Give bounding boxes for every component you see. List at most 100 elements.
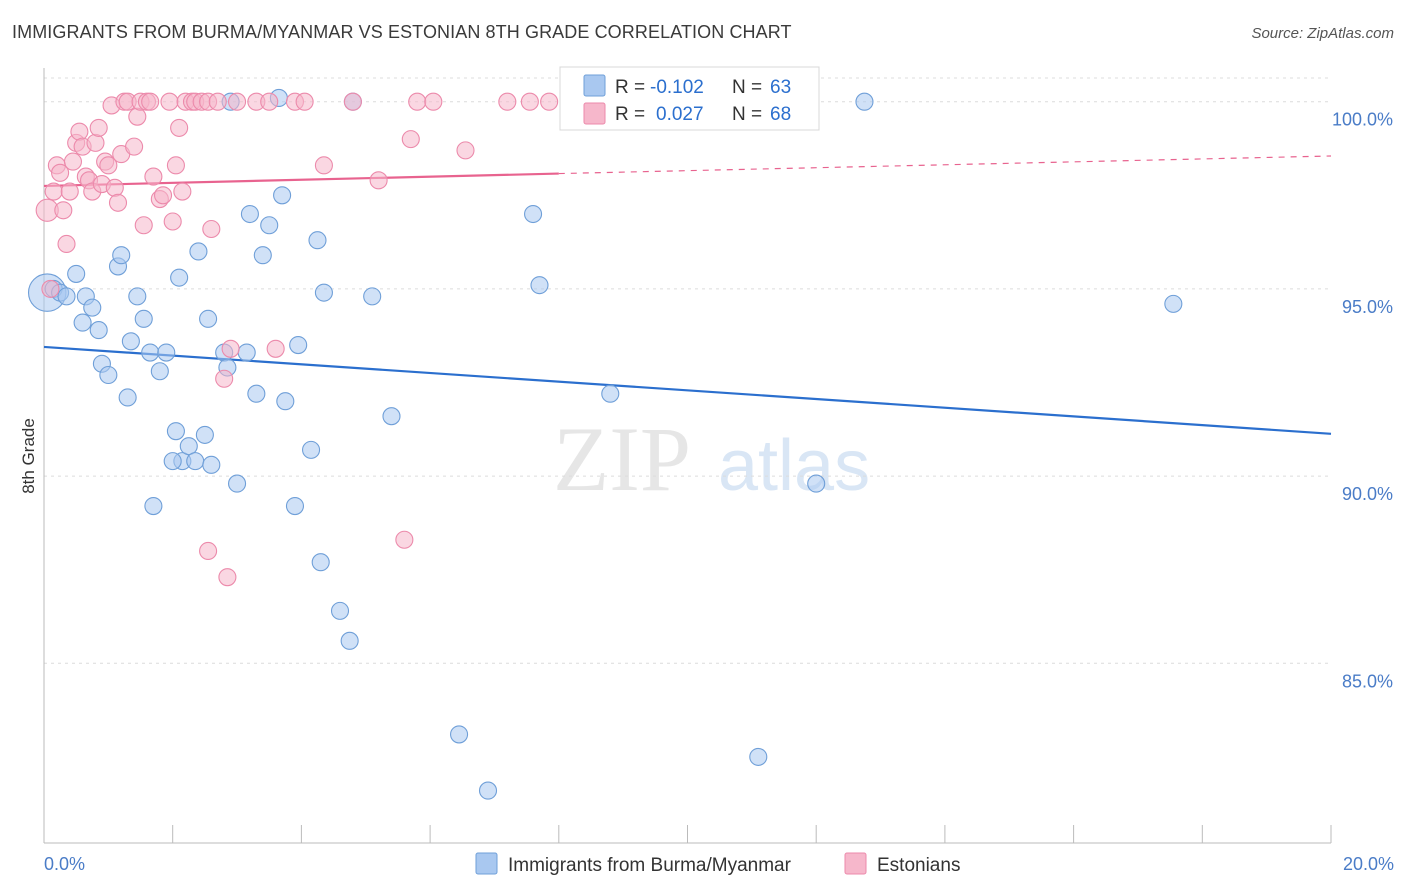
y-tick-label-0: 85.0% — [1342, 671, 1393, 691]
point-blue-3 — [57, 287, 76, 306]
point-pink-67 — [218, 568, 237, 587]
point-pink-66 — [199, 541, 218, 561]
point-pink-16 — [89, 118, 108, 137]
legend-r-value-blue: -0.102 — [650, 77, 704, 98]
point-blue-25 — [189, 242, 208, 261]
point-pink-5 — [54, 201, 73, 220]
point-blue-56 — [749, 747, 768, 766]
point-pink-32 — [144, 167, 163, 186]
trend-line-pink-extension — [558, 155, 1332, 175]
point-blue-58 — [855, 92, 874, 111]
point-pink-10 — [70, 122, 89, 141]
legend-r-label-blue: R = — [615, 77, 645, 98]
point-blue-45 — [314, 283, 333, 302]
point-blue-19 — [157, 343, 176, 362]
watermark-zip: ZIP — [553, 408, 691, 510]
point-blue-44 — [311, 553, 330, 572]
grid-lines — [44, 77, 1331, 664]
point-pink-49 — [228, 92, 247, 111]
point-pink-34 — [153, 186, 173, 205]
y-tick-label-1: 90.0% — [1342, 484, 1393, 504]
legend-swatch-pink — [583, 102, 606, 125]
point-pink-62 — [456, 141, 475, 160]
point-blue-49 — [363, 287, 382, 306]
point-pink-51 — [260, 92, 279, 111]
legend-r-value-pink: 0.027 — [656, 104, 704, 125]
point-pink-59 — [401, 130, 420, 149]
point-blue-62 — [163, 452, 182, 471]
point-pink-64 — [520, 92, 539, 111]
point-blue-17 — [141, 343, 160, 362]
point-blue-34 — [240, 204, 259, 224]
point-pink-19 — [99, 156, 118, 175]
axes — [43, 68, 1332, 844]
point-pink-63 — [498, 92, 517, 111]
point-blue-53 — [524, 204, 543, 224]
trend-line-pink — [43, 172, 559, 188]
point-blue-41 — [289, 336, 308, 355]
point-pink-54 — [295, 92, 314, 111]
point-blue-7 — [73, 313, 92, 332]
x-tick-min: 0.0% — [44, 854, 85, 874]
point-pink-15 — [86, 133, 105, 152]
legend-n-value-pink: 68 — [770, 104, 791, 125]
point-pink-55 — [314, 156, 333, 175]
point-pink-60 — [408, 92, 427, 111]
point-blue-21 — [170, 268, 189, 287]
point-blue-38 — [273, 186, 292, 205]
point-pink-26 — [125, 137, 144, 156]
series-swatch-pink — [844, 852, 867, 875]
point-blue-32 — [228, 474, 247, 493]
point-pink-58 — [395, 530, 414, 549]
point-blue-47 — [340, 631, 359, 650]
x-tick-max: 20.0% — [1343, 854, 1394, 874]
series-legend: Immigrants from Burma/Myanmar Estonians — [475, 852, 960, 876]
point-blue-39 — [276, 392, 295, 411]
point-pink-2 — [44, 182, 63, 201]
point-pink-57 — [369, 171, 388, 190]
source-credit: Source: ZipAtlas.com — [1251, 25, 1394, 42]
point-blue-18 — [150, 362, 169, 381]
point-pink-31 — [141, 92, 160, 111]
point-blue-33 — [237, 343, 256, 362]
point-pink-6 — [57, 234, 76, 254]
legend-n-label-pink: N = — [732, 104, 762, 125]
point-pink-52 — [266, 339, 285, 358]
watermark: ZIP atlas — [553, 408, 870, 510]
y-axis-label: 8th Grade — [19, 418, 38, 494]
point-blue-55 — [601, 384, 620, 403]
point-blue-60 — [144, 496, 163, 516]
correlation-legend: R = -0.102 N = 63 R = 0.027 N = 68 — [559, 66, 820, 131]
point-pink-35 — [160, 92, 179, 111]
point-pink-1 — [41, 279, 60, 298]
y-tick-label-2: 95.0% — [1342, 297, 1393, 317]
trend-line-blue — [43, 345, 1332, 435]
point-blue-50 — [382, 407, 401, 426]
point-blue-8 — [89, 321, 108, 340]
point-blue-52 — [478, 781, 498, 800]
point-pink-36 — [163, 212, 182, 231]
point-pink-22 — [108, 193, 128, 212]
point-blue-27 — [199, 309, 218, 328]
point-blue-6 — [83, 298, 102, 317]
point-blue-4 — [67, 264, 86, 283]
point-pink-4 — [51, 163, 70, 182]
legend-n-value-blue: 63 — [770, 77, 791, 98]
chart-title: IMMIGRANTS FROM BURMA/MYANMAR VS ESTONIA… — [12, 22, 792, 42]
point-blue-46 — [330, 601, 350, 620]
point-blue-40 — [285, 496, 305, 516]
point-pink-21 — [105, 178, 124, 197]
point-blue-37 — [260, 216, 279, 235]
point-pink-45 — [202, 219, 221, 239]
point-blue-15 — [128, 287, 147, 306]
point-pink-8 — [63, 152, 83, 171]
point-blue-28 — [202, 455, 221, 474]
point-pink-48 — [221, 339, 240, 358]
point-pink-65 — [540, 92, 559, 111]
point-blue-13 — [118, 388, 137, 407]
point-pink-27 — [128, 107, 147, 126]
legend-n-label-blue: N = — [732, 77, 762, 98]
point-blue-35 — [247, 384, 266, 403]
point-pink-46 — [208, 92, 227, 111]
